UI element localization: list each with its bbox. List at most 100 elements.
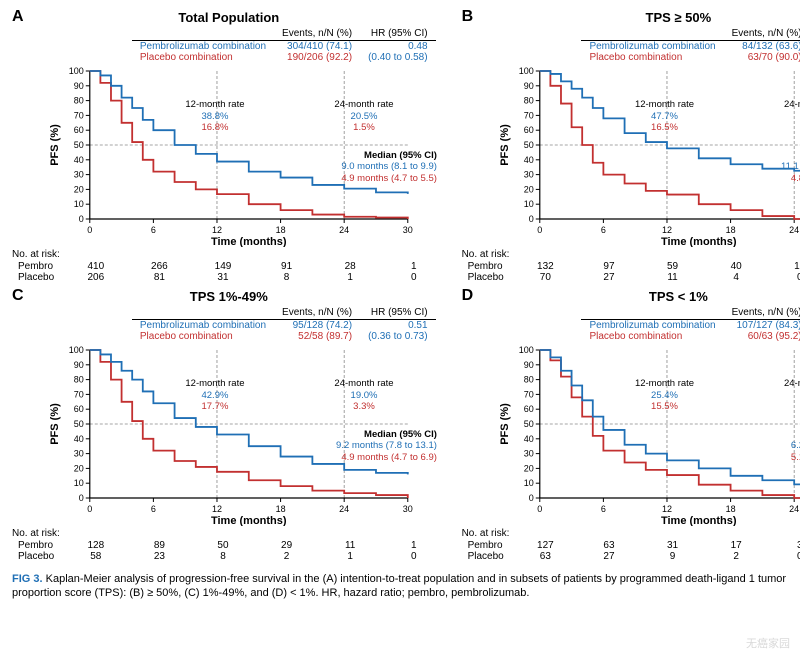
svg-text:80: 80 [523, 96, 533, 106]
svg-text:24: 24 [339, 504, 349, 514]
svg-text:90: 90 [74, 81, 84, 91]
svg-text:6: 6 [151, 225, 156, 235]
svg-text:40: 40 [74, 155, 84, 165]
svg-text:10: 10 [523, 199, 533, 209]
svg-text:12: 12 [212, 225, 222, 235]
svg-text:12: 12 [662, 225, 672, 235]
svg-text:100: 100 [69, 346, 84, 355]
svg-text:30: 30 [403, 225, 413, 235]
svg-text:18: 18 [725, 225, 735, 235]
svg-text:30: 30 [74, 170, 84, 180]
svg-text:0: 0 [87, 504, 92, 514]
svg-text:30: 30 [523, 170, 533, 180]
svg-text:10: 10 [523, 478, 533, 488]
svg-text:60: 60 [523, 404, 533, 414]
svg-text:70: 70 [74, 389, 84, 399]
panel-B: BTPS ≥ 50% Events, n/N (%)HR (95% CI) Pe… [462, 8, 800, 283]
svg-text:30: 30 [403, 504, 413, 514]
panel-C: CTPS 1%-49% Events, n/N (%)HR (95% CI) P… [12, 287, 446, 562]
figure-caption: FIG 3. Kaplan-Meier analysis of progress… [12, 572, 788, 601]
svg-text:40: 40 [523, 434, 533, 444]
rate-24-anno: 24-month rate9.2%0% [784, 378, 800, 412]
panel-grid: ATotal Population Events, n/N (%)HR (95%… [12, 8, 788, 562]
svg-text:6: 6 [600, 504, 605, 514]
caption-text: Kaplan-Meier analysis of progression-fre… [12, 573, 786, 599]
median-anno: Median (95% CI)9.2 months (7.8 to 13.1)4… [336, 429, 437, 463]
svg-text:0: 0 [87, 225, 92, 235]
svg-text:PFS (%): PFS (%) [49, 124, 61, 166]
hr-table: Events, n/N (%)HR (95% CI) Pembrolizumab… [462, 306, 800, 342]
rate-24-anno: 24-month rate20.5%1.5% [334, 99, 393, 133]
svg-text:20: 20 [74, 184, 84, 194]
svg-text:70: 70 [523, 389, 533, 399]
svg-text:100: 100 [518, 67, 533, 76]
watermark: 无癌家园 [746, 635, 790, 651]
svg-text:10: 10 [74, 199, 84, 209]
svg-text:80: 80 [523, 375, 533, 385]
panel-title: TPS ≥ 50% [462, 8, 800, 25]
svg-text:80: 80 [74, 375, 84, 385]
rate-12-anno: 12-month rate47.7%16.5% [635, 99, 694, 133]
risk-table: Pembro128895029111Placebo58238210 [14, 540, 446, 562]
svg-text:PFS (%): PFS (%) [49, 403, 61, 445]
svg-text:60: 60 [74, 125, 84, 135]
svg-text:PFS (%): PFS (%) [498, 403, 510, 445]
caption-label: FIG 3. [12, 573, 43, 585]
svg-text:0: 0 [537, 504, 542, 514]
svg-text:12: 12 [212, 504, 222, 514]
chart-wrap: 01020304050607080901000612182430Time (mo… [462, 346, 800, 526]
median-anno: Median (95% CI)9.0 months (8.1 to 9.9)4.… [341, 150, 437, 184]
svg-text:6: 6 [151, 504, 156, 514]
rate-24-anno: 24-month rate19.0%3.3% [334, 378, 393, 412]
svg-text:0: 0 [79, 214, 84, 224]
panel-title: TPS 1%-49% [12, 287, 446, 304]
svg-text:90: 90 [74, 360, 84, 370]
chart-wrap: 01020304050607080901000612182430Time (mo… [12, 67, 446, 247]
km-chart: 01020304050607080901000612182430Time (mo… [462, 67, 800, 247]
rate-24-anno: 24-month rate32.6%0% [784, 99, 800, 133]
chart-wrap: 01020304050607080901000612182430Time (mo… [12, 346, 446, 526]
chart-wrap: 01020304050607080901000612182430Time (mo… [462, 67, 800, 247]
svg-text:PFS (%): PFS (%) [498, 124, 510, 166]
svg-text:Time (months): Time (months) [661, 515, 737, 526]
svg-text:0: 0 [537, 225, 542, 235]
svg-text:30: 30 [523, 449, 533, 459]
panel-label: B [462, 8, 474, 26]
svg-text:20: 20 [523, 463, 533, 473]
svg-text:24: 24 [789, 225, 799, 235]
svg-text:Time (months): Time (months) [211, 515, 287, 526]
svg-text:18: 18 [276, 504, 286, 514]
svg-text:24: 24 [339, 225, 349, 235]
panel-title: TPS < 1% [462, 287, 800, 304]
svg-text:40: 40 [523, 155, 533, 165]
svg-text:70: 70 [523, 110, 533, 120]
svg-text:90: 90 [523, 360, 533, 370]
svg-text:30: 30 [74, 449, 84, 459]
svg-text:18: 18 [276, 225, 286, 235]
svg-text:70: 70 [74, 110, 84, 120]
panel-label: D [462, 287, 474, 305]
panel-label: A [12, 8, 24, 26]
median-anno: Median (95% CI)6.2 months (4.9 to 8.1)5.… [791, 429, 800, 463]
rate-12-anno: 12-month rate42.9%17.7% [185, 378, 244, 412]
risk-header: No. at risk: [12, 249, 446, 260]
panel-label: C [12, 287, 24, 305]
svg-text:24: 24 [789, 504, 799, 514]
svg-text:60: 60 [74, 404, 84, 414]
km-chart: 01020304050607080901000612182430Time (mo… [462, 346, 800, 526]
svg-text:6: 6 [600, 225, 605, 235]
svg-text:18: 18 [725, 504, 735, 514]
svg-text:50: 50 [74, 419, 84, 429]
svg-text:12: 12 [662, 504, 672, 514]
svg-text:100: 100 [69, 67, 84, 76]
svg-text:0: 0 [528, 493, 533, 503]
svg-text:0: 0 [79, 493, 84, 503]
svg-text:100: 100 [518, 346, 533, 355]
svg-text:50: 50 [74, 140, 84, 150]
svg-text:0: 0 [528, 214, 533, 224]
figure-container: ATotal Population Events, n/N (%)HR (95%… [0, 0, 800, 609]
risk-header: No. at risk: [12, 528, 446, 539]
svg-text:40: 40 [74, 434, 84, 444]
svg-text:Time (months): Time (months) [211, 236, 287, 247]
svg-text:90: 90 [523, 81, 533, 91]
